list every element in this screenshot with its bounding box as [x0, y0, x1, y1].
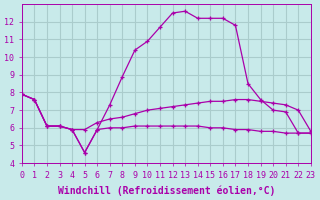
X-axis label: Windchill (Refroidissement éolien,°C): Windchill (Refroidissement éolien,°C) [58, 185, 275, 196]
